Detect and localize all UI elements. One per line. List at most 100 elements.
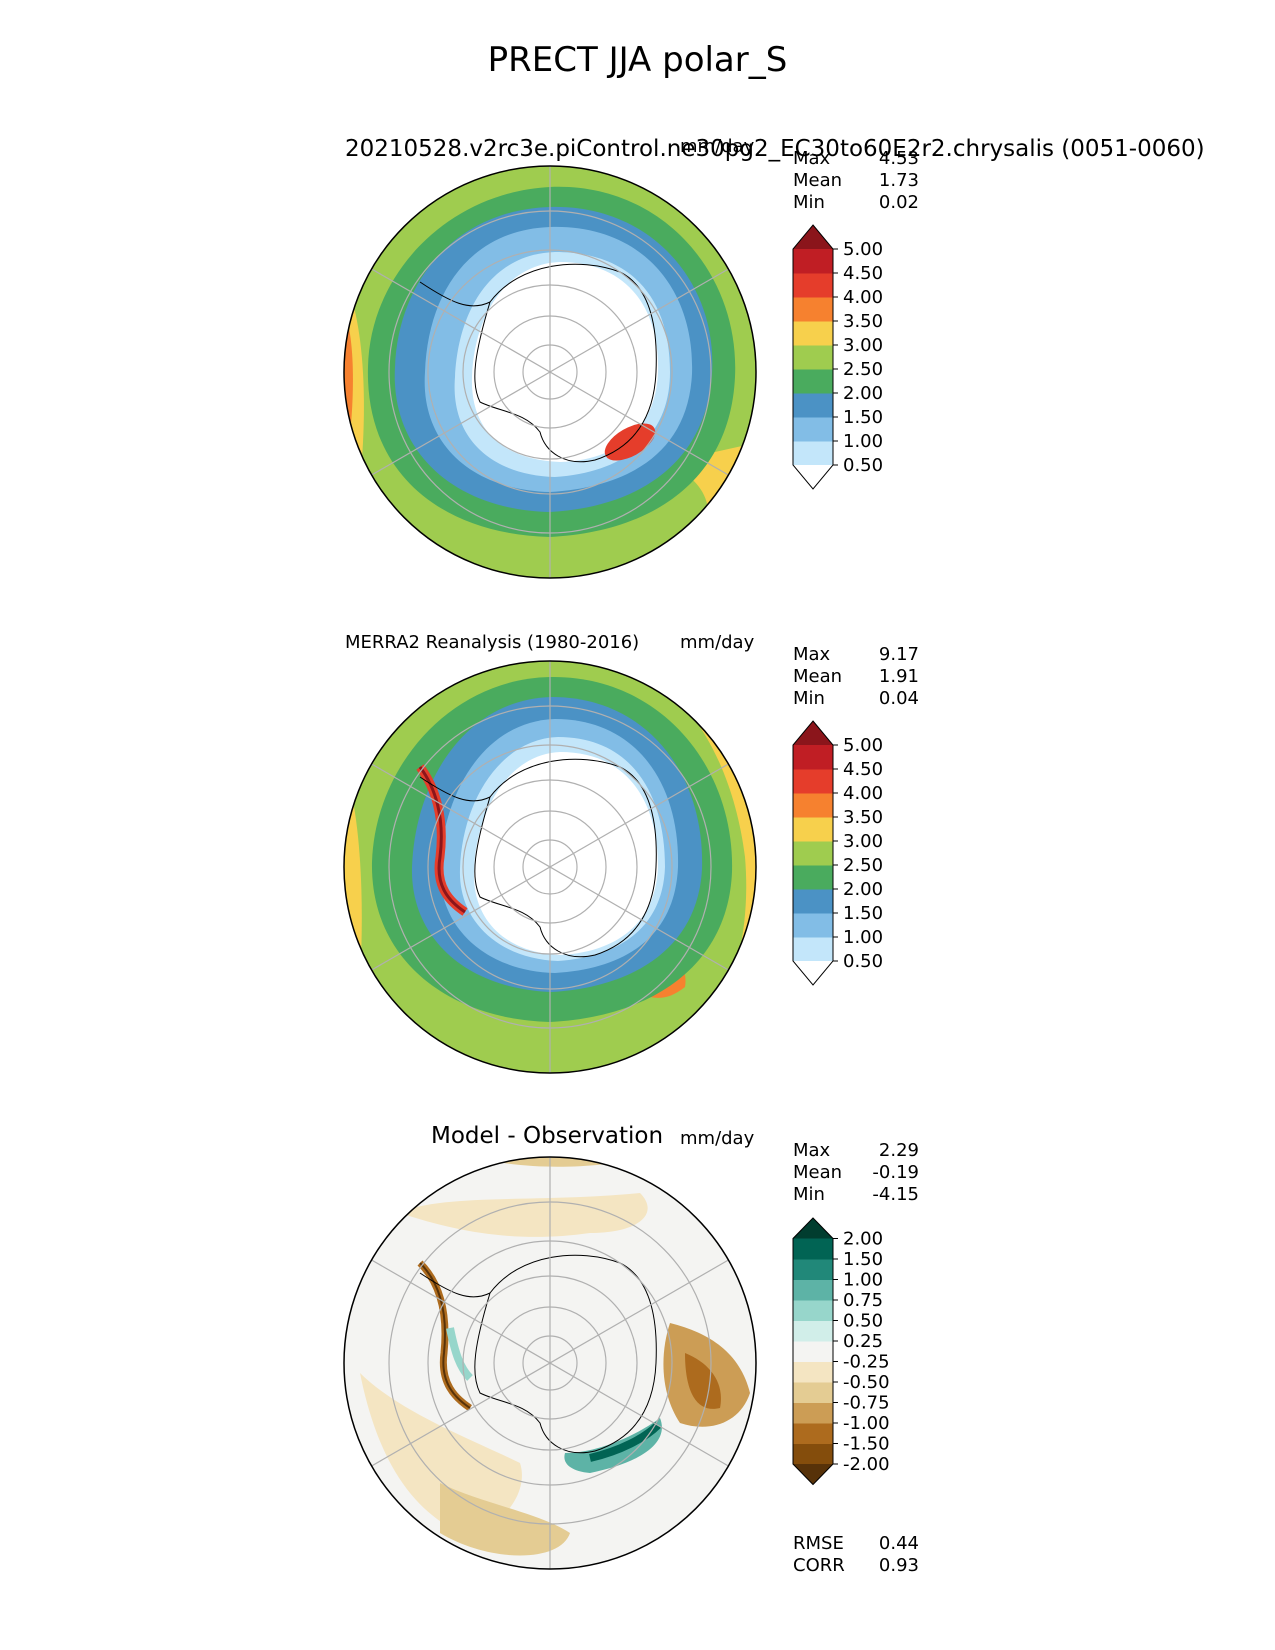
panel-1-colorbar-tick-label: 4.00: [843, 287, 883, 308]
panel-1-title: 20210528.v2rc3e.piControl.ne30pg2_EC30to…: [345, 136, 1205, 162]
stat-value: 4.53: [878, 148, 919, 169]
panel-3-colorbar-tick-label: 0.50: [843, 1311, 883, 1332]
panel-3-colorbar-segment: [793, 1300, 833, 1321]
stat-label: Min: [793, 192, 825, 213]
panel-1-peninsula: [419, 281, 491, 307]
panel-1-boundary: [343, 165, 757, 579]
stat-value: 0.02: [878, 192, 919, 213]
panel-2-colorbar-tick-label: 2.00: [843, 879, 883, 900]
stat-value: 9.17: [878, 644, 919, 665]
panel-3-patch-se-teal: [564, 1418, 662, 1473]
panel-3-colorbar-tick-label: -2.00: [843, 1454, 890, 1475]
panel-3-error-stats: RMSE 0.44 CORR 0.93: [793, 1533, 919, 1577]
stat-value: 0.04: [878, 688, 919, 709]
panel-2-colorbar-tick-label: 4.00: [843, 783, 883, 804]
panel-2-boundary: [343, 660, 757, 1074]
panel-3-colorbar-tick-label: 1.00: [843, 1270, 883, 1291]
panel-2-coastline: [474, 758, 657, 958]
panel-1-continent: [471, 262, 659, 462]
stat-label: Min: [793, 1184, 825, 1205]
panel-2-coastal-peak: [418, 766, 466, 914]
panel-2-colorbar-tick-label: 4.50: [843, 759, 883, 780]
panel-1-colorbar-tick-label: 2.00: [843, 383, 883, 404]
panel-2-colorbar-tick-label: 3.50: [843, 807, 883, 828]
stat-value: -0.19: [872, 1162, 919, 1183]
panel-3-colorbar-segment: [793, 1361, 833, 1383]
panel-3-colorbar-segment: [793, 1259, 833, 1280]
panel-2-colorbar: 0.50 1.00 1.50 2.00 2.50 3.00 3.50 4.00 4.50 5.00: [792, 720, 883, 986]
panel-3-coastline: [474, 1254, 657, 1454]
panel-2-colorbar-tick-label: 2.50: [843, 855, 883, 876]
panel-1-colorbar-tick-label: 3.50: [843, 311, 883, 332]
panel-3-colorbar-segment: [793, 1279, 833, 1301]
panel-3-colorbar-segment: [793, 1443, 833, 1465]
panel-2-peninsula: [419, 776, 491, 802]
panel-2-colorbar-segment: [793, 817, 833, 842]
stat-value: 2.29: [878, 1140, 919, 1161]
panel-3-colorbar-segment: [793, 1341, 833, 1362]
panel-3-colorbar-tick-label: -1.00: [843, 1413, 890, 1434]
panel-3-colorbar-segment: [793, 1238, 833, 1260]
panel-1-coastline: [474, 263, 657, 463]
stat-label: CORR: [793, 1555, 845, 1576]
panel-3-colorbar-tick-label: 0.75: [843, 1290, 883, 1311]
panel-2-colorbar-segment: [793, 841, 833, 866]
panel-3-colorbar-tick-label: -0.75: [843, 1393, 890, 1414]
panel-3-map: [343, 1156, 757, 1570]
panel-3-title: Model - Observation: [431, 1123, 664, 1149]
panel-1-colorbar-segment: [793, 393, 833, 418]
panel-3-patch-north-light: [400, 1193, 648, 1237]
panel-3-colorbar-segment: [793, 1402, 833, 1424]
panel-3-gridlines: [371, 1157, 729, 1569]
panel-1-colorbar-segment: [793, 297, 833, 322]
panel-2-colorbar-tick-label: 3.00: [843, 831, 883, 852]
panel-1-colorbar-tick-label: 1.50: [843, 407, 883, 428]
panel-1-colorbar-tick-label: 0.50: [843, 455, 883, 476]
panel-1-hotspot: [604, 423, 656, 461]
figure-title: PRECT JJA polar_S: [487, 40, 788, 80]
panel-3-patch-south: [440, 1483, 570, 1556]
panel-2-title: MERRA2 Reanalysis (1980-2016): [345, 632, 640, 653]
panel-3-colorbar-tick-label: 1.50: [843, 1249, 883, 1270]
panel-1-colorbar-tick-label: 1.00: [843, 431, 883, 452]
panel-3-colorbar-segment: [793, 1320, 833, 1342]
panel-3-colorbar-tick-label: -0.50: [843, 1372, 890, 1393]
stat-value: 1.91: [878, 666, 919, 687]
panel-3-coastal-positive: [446, 1327, 473, 1381]
panel-2-colorbar-tick-label: 0.50: [843, 951, 883, 972]
panel-2-colorbar-segment: [793, 937, 833, 962]
stat-value: 0.44: [878, 1533, 919, 1554]
panel-2-map: [343, 660, 757, 1074]
panel-3-colorbar-tick-label: -0.25: [843, 1352, 890, 1373]
stat-label: Max: [793, 644, 831, 665]
panel-2-stats: Max 9.17 Mean 1.91 Min 0.04: [793, 644, 919, 710]
stat-label: Max: [793, 148, 831, 169]
panel-1-colorbar-tick-label: 3.00: [843, 335, 883, 356]
panel-1-stats: Max 4.53 Mean 1.73 Min 0.02: [793, 148, 919, 214]
panel-2-continent: [473, 752, 658, 955]
panel-1-colorbar-segment: [793, 273, 833, 298]
panel-3-peninsula: [419, 1272, 491, 1298]
panel-2-colorbar-segment: [793, 793, 833, 818]
panel-1-colorbar-tick-label: 2.50: [843, 359, 883, 380]
panel-1-colorbar-segment: [793, 417, 833, 442]
stat-label: Mean: [793, 666, 843, 687]
panel-1-gridlines: [371, 166, 729, 578]
panel-2-colorbar-cap-min: [793, 961, 833, 985]
stat-label: Min: [793, 688, 825, 709]
panel-3-colorbar-segment: [793, 1382, 833, 1403]
panel-3-colorbar: -2.00-1.50-1.00-0.75-0.50-0.250.250.500.…: [792, 1217, 890, 1486]
panel-2-colorbar-segment: [793, 913, 833, 938]
panel-1-colorbar-tick-label: 4.50: [843, 263, 883, 284]
panel-3-colorbar-cap-max: [793, 1218, 833, 1239]
panel-1-colorbar-segment: [793, 321, 833, 346]
panel-1-map: [343, 165, 757, 579]
panel-1-colorbar-tick-label: 5.00: [843, 239, 883, 260]
stat-label: Max: [793, 1140, 831, 1161]
panel-2-colorbar-segment: [793, 745, 833, 770]
panel-3-patch-se-dark: [589, 1422, 661, 1462]
panel-3-colorbar-segment: [793, 1423, 833, 1444]
panel-2-colorbar-segment: [793, 889, 833, 914]
panel-2-colorbar-tick-label: 5.00: [843, 735, 883, 756]
panel-2-gridlines: [371, 661, 729, 1073]
